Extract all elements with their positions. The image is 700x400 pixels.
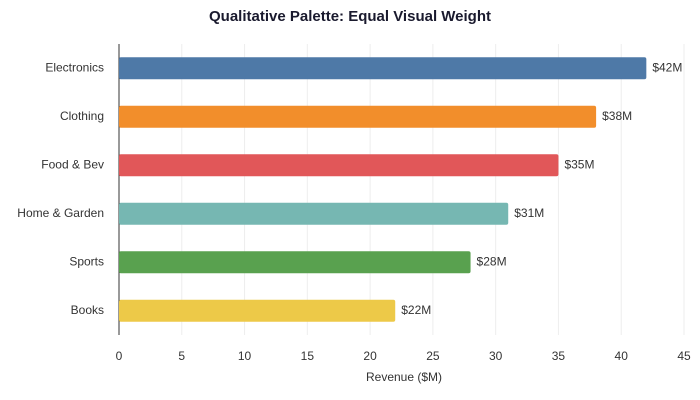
y-tick-label: Books	[71, 303, 104, 317]
value-label: $22M	[401, 303, 431, 317]
x-axis-label: Revenue ($M)	[366, 370, 442, 384]
x-tick-label: 0	[116, 349, 123, 363]
chart-title: Qualitative Palette: Equal Visual Weight	[209, 8, 491, 25]
bar	[119, 251, 471, 274]
x-tick-label: 30	[489, 349, 503, 363]
value-label: $31M	[514, 206, 544, 220]
y-tick-label: Clothing	[60, 109, 104, 123]
value-label: $42M	[652, 60, 682, 74]
x-tick-label: 5	[178, 349, 185, 363]
x-tick-label: 15	[301, 349, 315, 363]
x-tick-label: 20	[363, 349, 377, 363]
x-tick-label: 40	[615, 349, 629, 363]
value-label: $28M	[477, 254, 507, 268]
y-tick-label: Sports	[69, 254, 104, 268]
y-tick-label: Food & Bev	[41, 157, 104, 171]
bar	[119, 154, 559, 177]
value-label: $35M	[564, 157, 594, 171]
x-tick-label: 45	[677, 349, 691, 363]
value-label: $38M	[602, 109, 632, 123]
x-tick-label: 10	[238, 349, 252, 363]
bar	[119, 57, 647, 80]
bar	[119, 202, 509, 225]
bar	[119, 105, 597, 128]
y-tick-label: Home & Garden	[17, 206, 104, 220]
x-tick-label: 25	[426, 349, 440, 363]
x-tick-label: 35	[552, 349, 566, 363]
y-tick-label: Electronics	[45, 60, 104, 74]
bar	[119, 299, 396, 322]
